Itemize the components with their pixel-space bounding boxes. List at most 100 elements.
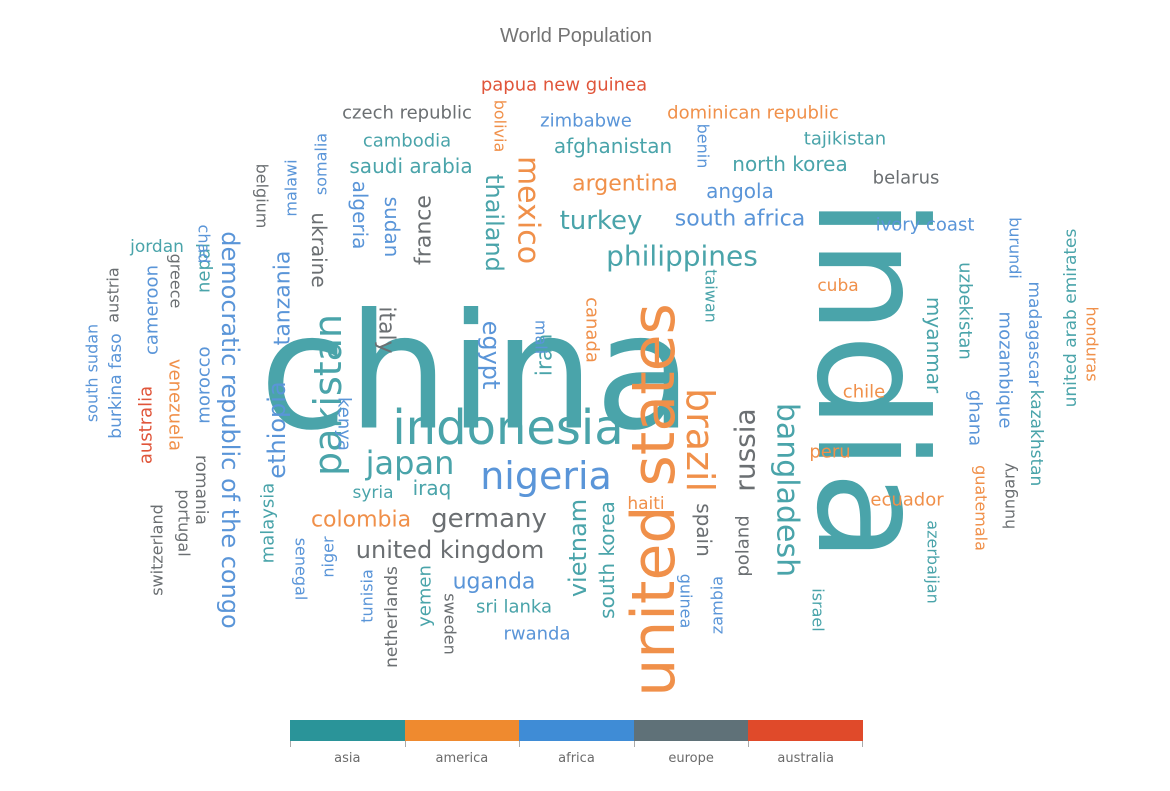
word-malawi: malawi (282, 159, 301, 216)
word-madagascar: madagascar (1024, 281, 1044, 386)
legend-tick (862, 741, 863, 747)
word-syria: syria (352, 483, 393, 503)
legend-tick (633, 741, 635, 747)
word-sri-lanka: sri lanka (476, 597, 552, 618)
word-iraq: iraq (413, 476, 452, 500)
word-china: china (259, 279, 692, 466)
word-israel: israel (809, 588, 828, 631)
word-iran: iran (533, 334, 558, 377)
word-cuba: cuba (817, 276, 858, 296)
legend-item-africa: africa (519, 720, 634, 766)
word-bangladesh: bangladesh (770, 403, 805, 577)
word-ivory-coast: ivory coast (876, 215, 975, 236)
legend-swatch-america (404, 720, 520, 741)
legend-item-europe: europe (633, 720, 749, 766)
word-argentina: argentina (572, 172, 678, 197)
word-hungary: hungary (1000, 463, 1019, 529)
word-cameroon: cameroon (142, 265, 163, 355)
word-morocco: morocco (194, 346, 215, 423)
word-rwanda: rwanda (503, 624, 570, 645)
word-benin: benin (694, 124, 713, 169)
word-tanzania: tanzania (271, 251, 296, 346)
word-belarus: belarus (873, 168, 940, 189)
word-nepal: nepal (194, 243, 215, 293)
word-azerbaijan: azerbaijan (924, 520, 943, 603)
word-austria: austria (104, 267, 123, 322)
legend-item-asia: asia (290, 720, 405, 766)
word-somalia: somalia (312, 133, 331, 195)
word-spain: spain (692, 503, 716, 557)
word-guatemala: guatemala (972, 465, 991, 551)
word-mozambique: mozambique (995, 312, 1016, 429)
word-cambodia: cambodia (363, 131, 451, 152)
word-democratic-republic-of-the-congo: democratic republic of the congo (216, 231, 244, 628)
color-legend: asia america africa europe australia (290, 720, 863, 780)
word-cloud-chart: World Population china india united states… (83, 25, 1102, 697)
word-united-arab-emirates: united arab emirates (1061, 228, 1081, 407)
word-canada: canada (582, 297, 603, 363)
word-czech-republic: czech republic (342, 103, 472, 124)
word-united-states: united states (619, 303, 689, 697)
word-kenya: kenya (334, 397, 355, 451)
word-zimbabwe: zimbabwe (540, 111, 632, 132)
word-tajikistan: tajikistan (804, 129, 886, 150)
word-zambia: zambia (708, 576, 727, 634)
legend-tick (748, 741, 750, 747)
word-malaysia: malaysia (258, 483, 279, 564)
legend-swatch-asia (290, 720, 405, 741)
word-south-korea: south korea (595, 501, 619, 619)
word-poland: poland (733, 515, 754, 576)
word-saudi-arabia: saudi arabia (349, 154, 472, 178)
word-thailand: thailand (480, 174, 508, 272)
word-colombia: colombia (311, 508, 411, 533)
legend-swatch-australia (748, 720, 863, 741)
legend-label-africa: africa (558, 751, 595, 766)
word-sudan: sudan (380, 197, 404, 258)
word-yemen: yemen (415, 565, 436, 627)
word-switzerland: switzerland (148, 504, 167, 596)
word-nigeria: nigeria (480, 454, 612, 498)
word-taiwan: taiwan (702, 269, 721, 323)
word-angola: angola (706, 179, 774, 203)
word-turkey: turkey (560, 206, 643, 236)
word-myanmar: myanmar (922, 297, 946, 394)
word-ghana: ghana (965, 390, 986, 446)
legend-label-europe: europe (668, 751, 714, 766)
word-india: india (783, 197, 957, 563)
chart-title: World Population (500, 25, 652, 47)
word-venezuela: venezuela (165, 359, 186, 451)
word-haiti: haiti (627, 494, 664, 514)
word-algeria: algeria (348, 181, 372, 250)
word-philippines: philippines (606, 240, 758, 273)
word-united-kingdom: united kingdom (356, 536, 544, 564)
word-honduras: honduras (1083, 306, 1102, 381)
word-australia: australia (136, 386, 157, 464)
word-mexico: mexico (511, 156, 546, 264)
word-germany: germany (431, 504, 547, 534)
word-peru: peru (809, 442, 850, 463)
legend-tick (290, 741, 291, 747)
word-south-sudan: south sudan (83, 324, 102, 422)
word-uganda: uganda (453, 570, 536, 595)
word-mali: mali (532, 320, 551, 354)
word-japan: japan (365, 444, 455, 482)
word-tunisia: tunisia (358, 569, 377, 623)
word-italy: italy (374, 306, 399, 353)
word-chad: chad (195, 225, 214, 264)
word-greece: greece (167, 254, 186, 309)
word-vietnam: vietnam (564, 499, 592, 597)
word-belgium: belgium (253, 164, 272, 229)
word-south-africa: south africa (675, 207, 805, 232)
word-russia: russia (729, 408, 762, 491)
word-indonesia: indonesia (392, 400, 623, 456)
word-papua-new-guinea: papua new guinea (481, 75, 647, 96)
word-burundi: burundi (1006, 217, 1025, 279)
word-bolivia: bolivia (491, 100, 510, 153)
word-uzbekistan: uzbekistan (955, 262, 976, 360)
word-brazil: brazil (678, 388, 722, 492)
word-chile: chile (843, 382, 885, 403)
word-afghanistan: afghanistan (554, 134, 672, 158)
legend-swatch-europe (633, 720, 749, 741)
word-ukraine: ukraine (307, 212, 331, 287)
